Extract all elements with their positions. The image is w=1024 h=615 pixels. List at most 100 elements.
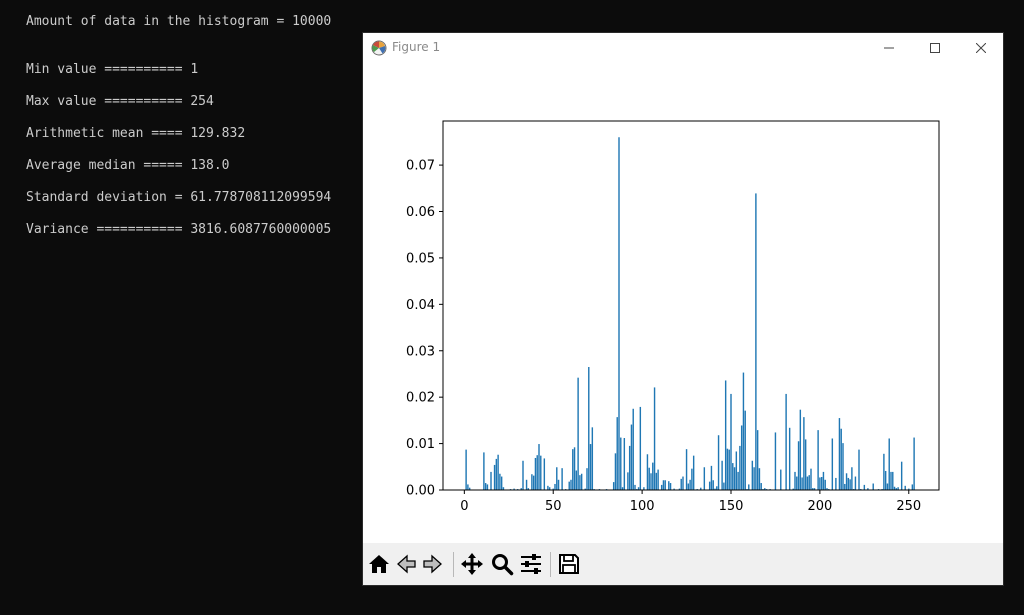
histogram-bar — [819, 477, 821, 490]
histogram-bar — [620, 437, 622, 490]
histogram-bar — [568, 481, 570, 490]
histogram-bar — [637, 487, 640, 490]
maximize-button[interactable] — [912, 33, 958, 63]
zoom-icon — [492, 554, 514, 576]
histogram-bar — [863, 484, 866, 490]
histogram-bar — [499, 473, 501, 490]
histogram-bar — [712, 480, 714, 490]
save-button[interactable] — [557, 552, 581, 576]
histogram-bar — [774, 432, 777, 490]
histogram-bar — [728, 449, 730, 490]
histogram-bar — [618, 137, 620, 490]
histogram-bar — [627, 472, 629, 490]
back-icon — [397, 554, 416, 574]
histogram-bar — [710, 465, 713, 490]
histogram-bar — [796, 476, 798, 490]
forward-button[interactable] — [421, 552, 445, 576]
window-titlebar[interactable]: Figure 1 — [363, 33, 1003, 63]
histogram-bar — [531, 474, 533, 490]
histogram-bar — [532, 475, 535, 490]
histogram-bar — [737, 471, 739, 490]
console-line-median: Average median ===== 138.0 — [26, 158, 230, 173]
histogram-bar — [577, 377, 579, 490]
maximize-icon — [930, 43, 940, 53]
histogram-bar — [788, 427, 791, 490]
histogram-bar — [785, 393, 787, 490]
histogram-bar — [623, 438, 626, 490]
histogram-bar — [467, 484, 469, 490]
histogram-bar — [579, 475, 581, 490]
histogram-bar — [753, 467, 755, 490]
close-button[interactable] — [958, 33, 1004, 63]
histogram-chart[interactable]: 0 50 100 150 200 250 0.00 0.01 0.02 0.03 0.04 0.05 0… — [363, 63, 1003, 543]
zoom-button[interactable] — [490, 552, 514, 576]
histogram-bar — [522, 460, 524, 490]
histogram-bar — [580, 473, 583, 490]
histogram-bar — [806, 476, 809, 490]
histogram-bar — [740, 425, 743, 490]
histogram-bar — [867, 488, 869, 490]
histogram-bar — [893, 486, 896, 490]
configure-subplots-icon — [521, 554, 541, 574]
histogram-bar — [831, 438, 834, 490]
console-line-min: Min value ========== 1 — [26, 62, 199, 77]
histogram-bar — [723, 482, 725, 490]
back-button[interactable] — [394, 552, 418, 576]
histogram-bar — [851, 467, 853, 490]
histogram-bar — [748, 484, 750, 490]
minimize-button[interactable] — [866, 33, 912, 63]
console-line-count: Amount of data in the histogram = 10000 — [26, 14, 332, 29]
configure-subplots-button[interactable] — [519, 552, 543, 576]
histogram-bar — [716, 486, 718, 490]
histogram-bar — [497, 454, 499, 490]
histogram-bar — [588, 367, 590, 490]
histogram-bar — [628, 445, 631, 490]
histogram-bar — [820, 477, 823, 490]
histogram-bar — [662, 480, 665, 490]
histogram-bar — [572, 449, 574, 490]
histogram-bar — [900, 461, 903, 490]
histogram-bar — [643, 487, 645, 490]
histogram-bar — [573, 447, 576, 490]
histogram-bar — [634, 484, 636, 490]
histogram-bar — [591, 427, 594, 490]
histogram-bar — [913, 437, 915, 490]
histogram-bar — [669, 483, 672, 490]
pan-button[interactable] — [460, 552, 484, 576]
forward-icon — [423, 554, 442, 574]
histogram-bar — [673, 488, 675, 490]
histogram-bar — [724, 380, 727, 490]
histogram-bar — [655, 472, 658, 490]
histogram-bar — [668, 481, 670, 490]
histogram-bar — [835, 477, 837, 490]
histogram-bar — [755, 193, 757, 491]
histogram-bar — [842, 443, 844, 490]
histogram-bar — [540, 455, 542, 490]
histogram-bar — [493, 464, 496, 490]
histogram-bar — [733, 467, 736, 490]
histogram-bar — [653, 387, 656, 490]
histogram-bar — [468, 487, 471, 490]
home-button[interactable] — [367, 552, 391, 576]
console-line-variance: Variance =========== 3816.6087760000005 — [26, 222, 332, 237]
histogram-bar — [616, 417, 618, 490]
toolbar-separator — [453, 552, 454, 577]
y-tick-label: 0.01 — [406, 437, 435, 452]
histogram-bar — [840, 428, 842, 490]
y-tick-label: 0.02 — [406, 391, 435, 406]
histogram-bar — [657, 469, 659, 490]
histogram-bar — [756, 430, 759, 490]
histogram-bar — [804, 439, 807, 490]
console-line-max: Max value ========== 254 — [26, 94, 214, 109]
histogram-bar — [484, 483, 487, 490]
navigation-toolbar — [363, 543, 1003, 585]
histogram-bar — [520, 488, 522, 490]
histogram-bar — [547, 485, 549, 490]
histogram-bar — [751, 460, 754, 490]
histogram-bar — [586, 468, 588, 490]
histogram-bar — [575, 470, 578, 490]
histogram-bar — [792, 488, 794, 490]
save-icon — [559, 554, 579, 574]
figure-background — [363, 63, 1003, 543]
x-tick-label: 100 — [630, 499, 655, 514]
